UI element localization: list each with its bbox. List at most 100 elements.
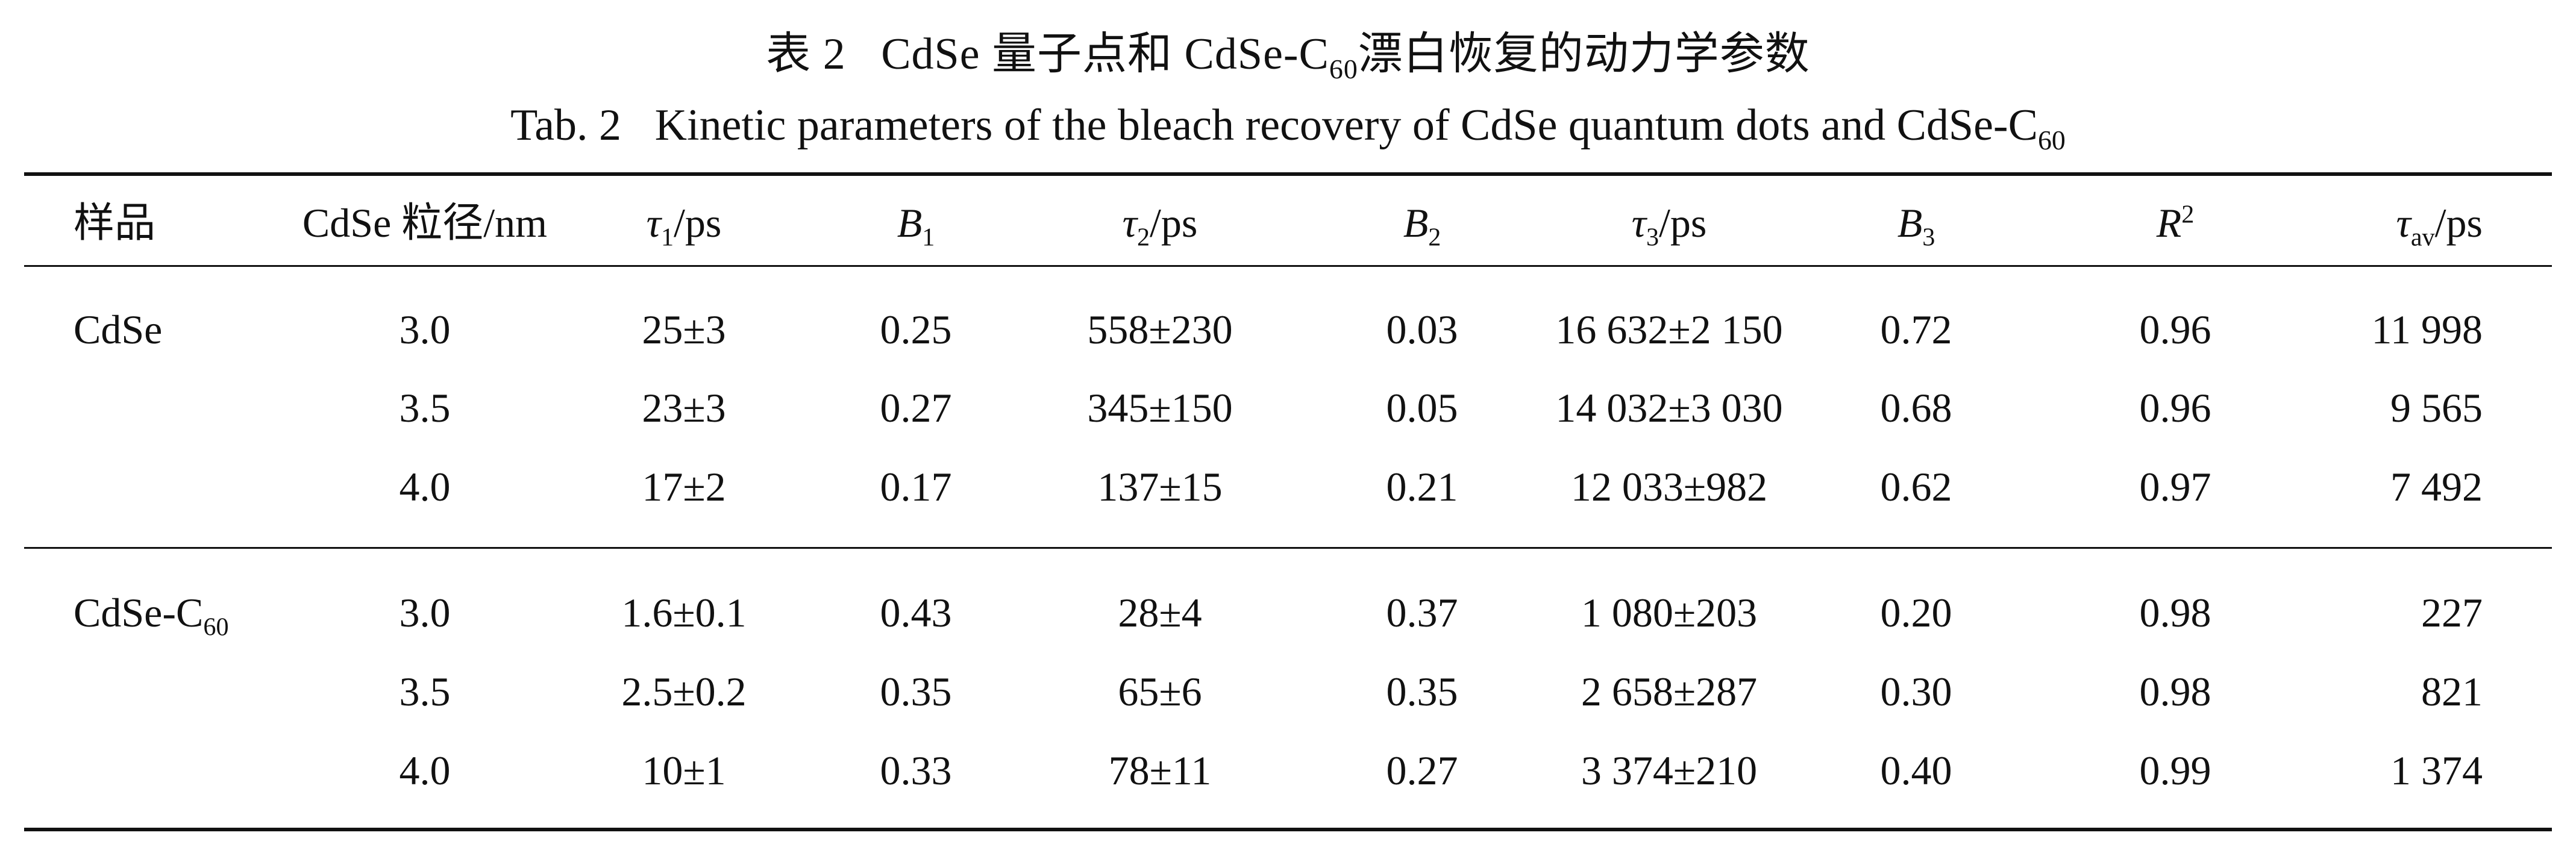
header-tau3-subscript: 3 (1646, 223, 1659, 252)
cell-size: 3.0 (399, 590, 451, 636)
cell-b2: 0.05 (1386, 385, 1458, 431)
cell-b1: 0.43 (880, 590, 952, 636)
cell-r-squared: 0.98 (2139, 590, 2211, 636)
cell-b3: 0.68 (1880, 385, 1952, 431)
cell-size: 4.0 (399, 464, 451, 510)
header-tauav-unit: /ps (2434, 200, 2483, 246)
group-label-subscript: 60 (203, 613, 229, 642)
cell-r-squared: 0.96 (2139, 385, 2211, 431)
cell-tau1: 2.5±0.2 (621, 669, 747, 714)
cell-b2: 0.35 (1386, 669, 1458, 714)
header-b1: B1 (795, 196, 1036, 250)
header-tauav-subscript: av (2410, 223, 2435, 252)
cell-tau3: 14 032±3 030 (1555, 385, 1783, 431)
cell-tau2: 78±11 (1108, 748, 1212, 793)
cell-tau1: 10±1 (642, 748, 726, 793)
header-tau2: τ2/ps (1000, 196, 1320, 250)
cell-tau1: 25±3 (642, 307, 726, 352)
header-r-superscript: 2 (2181, 200, 2195, 229)
header-tau3-symbol: τ (1631, 200, 1646, 246)
caption-en-mid: Kinetic parameters of the bleach recover… (654, 101, 2038, 150)
cell-tau3: 1 080±203 (1581, 590, 1758, 636)
cell-b1: 0.27 (880, 385, 952, 431)
cell-tau1: 17±2 (642, 464, 726, 510)
cell-b3: 0.72 (1880, 307, 1952, 352)
cell-tau-av: 1 374 (2390, 748, 2483, 793)
cell-tau-av: 9 565 (2390, 385, 2483, 431)
caption-zh-suffix: 漂白恢复的动力学参数 (1358, 30, 1810, 79)
header-b3-symbol: B (1897, 200, 1923, 246)
header-b1-symbol: B (897, 200, 923, 246)
cell-size: 3.0 (399, 307, 451, 352)
cell-tau2: 558±230 (1087, 307, 1233, 352)
cell-tau-av: 11 998 (2371, 307, 2483, 352)
cell-tau-av: 7 492 (2390, 464, 2483, 510)
table-top-rule (24, 172, 2552, 176)
cell-tau1: 1.6±0.1 (621, 590, 747, 636)
header-tau3: τ3/ps (1518, 196, 1820, 250)
header-b3-subscript: 3 (1922, 223, 1935, 252)
header-tauav-symbol: τ (2396, 200, 2411, 246)
cell-size: 3.5 (399, 385, 451, 431)
header-tau1-unit: /ps (674, 200, 722, 246)
caption-en-subscript: 60 (2037, 124, 2066, 155)
caption-zh-subscript: 60 (1329, 53, 1358, 84)
header-sample: 样品 (74, 200, 156, 246)
cell-size: 4.0 (399, 748, 451, 793)
cell-tau2: 65±6 (1118, 669, 1202, 714)
table-group-divider (24, 547, 2552, 549)
cell-b3: 0.30 (1880, 669, 1952, 714)
header-b2: B2 (1302, 196, 1543, 250)
group-label-text: CdSe (74, 307, 163, 352)
cell-b3: 0.40 (1880, 748, 1952, 793)
header-tau1: τ1/ps (542, 196, 826, 250)
cell-tau2: 345±150 (1087, 385, 1233, 431)
header-r-symbol: R (2156, 200, 2182, 246)
table-header-rule (24, 265, 2552, 267)
cell-size: 3.5 (399, 669, 451, 714)
header-tau2-subscript: 2 (1136, 223, 1150, 252)
header-r-squared: R2 (2025, 196, 2326, 250)
header-tau-av: τav/ps (2230, 196, 2483, 250)
cell-r-squared: 0.98 (2139, 669, 2211, 714)
cell-tau3: 3 374±210 (1581, 748, 1758, 793)
header-tau3-unit: /ps (1659, 200, 1707, 246)
cell-tau-av: 227 (2421, 590, 2483, 636)
caption-zh-prefix: 表 2 (766, 30, 846, 79)
cell-tau1: 23±3 (642, 385, 726, 431)
header-tau1-symbol: τ (646, 200, 661, 246)
caption-zh-mid: CdSe 量子点和 CdSe-C (881, 30, 1329, 79)
table-caption-chinese: 表 2 CdSe 量子点和 CdSe-C60漂白恢复的动力学参数 (0, 24, 2576, 84)
header-tau1-subscript: 1 (660, 223, 674, 252)
cell-tau3: 2 658±287 (1581, 669, 1758, 714)
header-tau2-unit: /ps (1150, 200, 1198, 246)
cell-b1: 0.33 (880, 748, 952, 793)
cell-b1: 0.17 (880, 464, 952, 510)
header-b2-subscript: 2 (1428, 223, 1441, 252)
cell-b2: 0.37 (1386, 590, 1458, 636)
cell-b2: 0.21 (1386, 464, 1458, 510)
cell-r-squared: 0.96 (2139, 307, 2211, 352)
cell-b1: 0.35 (880, 669, 952, 714)
header-b2-symbol: B (1403, 200, 1429, 246)
cell-b2: 0.03 (1386, 307, 1458, 352)
cell-b1: 0.25 (880, 307, 952, 352)
cell-r-squared: 0.99 (2139, 748, 2211, 793)
table-bottom-rule (24, 828, 2552, 831)
caption-en-prefix: Tab. 2 (510, 101, 622, 150)
header-size: CdSe 粒径/nm (302, 200, 548, 246)
header-tau2-symbol: τ (1122, 200, 1137, 246)
header-b3: B3 (1796, 196, 2037, 250)
group-label-text: CdSe-C (74, 590, 204, 636)
cell-tau2: 28±4 (1118, 590, 1202, 636)
cell-b3: 0.20 (1880, 590, 1952, 636)
cell-b2: 0.27 (1386, 748, 1458, 793)
cell-tau2: 137±15 (1097, 464, 1223, 510)
header-b1-subscript: 1 (922, 223, 935, 252)
group-label-cdse: CdSe (74, 302, 162, 357)
cell-tau3: 16 632±2 150 (1555, 307, 1783, 352)
cell-tau-av: 821 (2421, 669, 2483, 714)
cell-tau3: 12 033±982 (1570, 464, 1768, 510)
table-caption-english: Tab. 2 Kinetic parameters of the bleach … (0, 95, 2576, 155)
group-label-cdse-c60: CdSe-C60 (74, 586, 229, 640)
